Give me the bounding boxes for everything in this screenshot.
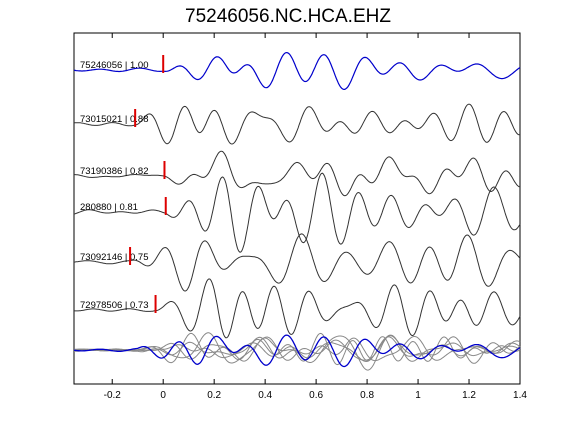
trace-line — [73, 51, 521, 90]
plot-area — [73, 32, 521, 385]
x-tick-label: 0.2 — [207, 390, 221, 401]
trace-line — [73, 278, 521, 339]
x-tick-label: 1 — [415, 390, 421, 401]
chart-title: 75246056.NC.HCA.EHZ — [185, 6, 391, 27]
trace-label: 280880 | 0.81 — [80, 202, 138, 213]
trace-labels-group: 75246056 | 1.00 73015021 | 0.88 73190386 |… — [80, 60, 149, 311]
trace-line — [74, 150, 521, 197]
pick-markers-group — [129, 55, 167, 313]
trace-label: 73092146 | 0.75 — [80, 252, 149, 263]
trace-label: 73190386 | 0.82 — [80, 166, 149, 177]
x-axis: -0.2 0 0.2 0.4 0.6 0.8 1 1.2 1.4 — [104, 33, 527, 401]
trace-line — [73, 172, 521, 253]
x-tick-label: 0.8 — [360, 390, 374, 401]
stack-reference-line — [73, 334, 521, 368]
x-tick-label: 0.6 — [309, 390, 323, 401]
x-tick-label: 0.4 — [258, 390, 272, 401]
x-tick-label: 1.2 — [462, 390, 476, 401]
trace-line — [73, 233, 521, 292]
x-tick-label: 0 — [160, 390, 166, 401]
trace-label: 75246056 | 1.00 — [80, 60, 149, 71]
traces-group — [73, 51, 521, 371]
trace-label: 72978506 | 0.73 — [80, 300, 149, 311]
trace-label: 73015021 | 0.88 — [80, 114, 149, 125]
x-tick-label: 1.4 — [513, 390, 527, 401]
x-tick-label: -0.2 — [104, 390, 122, 401]
trace-line — [73, 103, 520, 145]
